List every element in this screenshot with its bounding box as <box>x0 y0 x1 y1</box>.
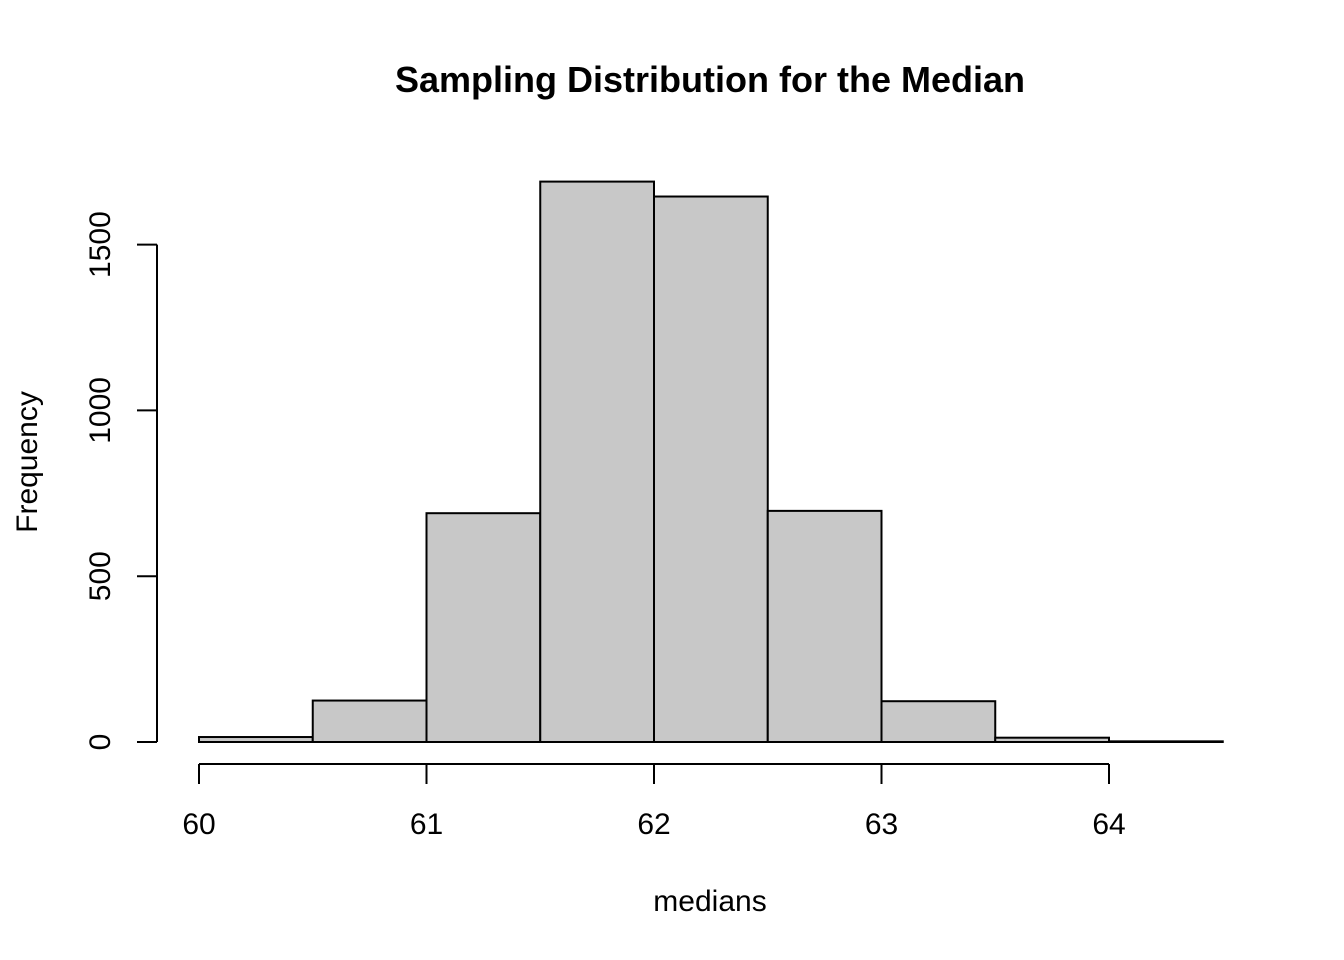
chart-title: Sampling Distribution for the Median <box>395 59 1025 100</box>
x-axis-label: medians <box>653 885 766 918</box>
histogram-bar <box>425 512 542 743</box>
histogram-bar <box>1108 740 1224 743</box>
y-tick-label: 500 <box>84 551 117 601</box>
x-axis: 60 61 62 63 64 <box>182 763 1126 841</box>
y-tick-label: 0 <box>84 734 117 751</box>
histogram-bar <box>880 700 997 743</box>
histogram-bar <box>311 699 428 743</box>
x-tick-label: 61 <box>410 808 443 841</box>
y-tick-label: 1000 <box>84 377 117 444</box>
x-tick-label: 62 <box>637 808 670 841</box>
histogram-bar <box>653 195 769 743</box>
y-axis: 0 500 1000 1500 <box>84 211 158 751</box>
histogram-bar <box>766 509 883 743</box>
bars-group <box>198 180 1224 744</box>
histogram-bar <box>539 180 655 743</box>
x-tick-label: 60 <box>182 808 215 841</box>
histogram-bar <box>994 736 1110 744</box>
x-tick-label: 64 <box>1092 808 1125 841</box>
y-axis-label: Frequency <box>11 391 44 533</box>
histogram-bar <box>198 736 314 744</box>
y-tick-label: 1500 <box>84 211 117 278</box>
x-tick-label: 63 <box>865 808 898 841</box>
